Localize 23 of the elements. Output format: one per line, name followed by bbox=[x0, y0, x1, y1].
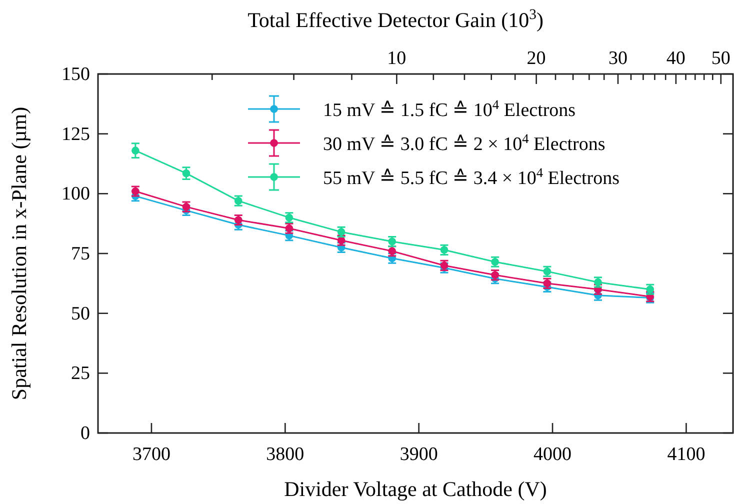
x-axis-title: Divider Voltage at Cathode (V) bbox=[284, 477, 547, 501]
x-tick-label: 3900 bbox=[400, 444, 438, 465]
x2-tick-label: 30 bbox=[608, 48, 628, 69]
y-tick-label: 25 bbox=[71, 363, 90, 384]
x-tick-label: 4000 bbox=[534, 444, 572, 465]
x2-tick-label: 50 bbox=[711, 48, 730, 69]
x2-axis-title: Total Effective Detector Gain (10$^{3}$) bbox=[248, 7, 544, 32]
x-tick-label: 3700 bbox=[132, 444, 170, 465]
y-tick-label: 75 bbox=[71, 244, 90, 264]
y-tick-label: 0 bbox=[80, 423, 90, 444]
y-axis-title: Spatial Resolution in x-Plane (µm) bbox=[7, 106, 31, 400]
legend-label: 15 mV ≙ 1.5 fC ≙ 10$^{4}$ Electrons bbox=[323, 96, 576, 121]
y-tick-label: 150 bbox=[62, 64, 90, 85]
legend-label: 30 mV ≙ 3.0 fC ≙ 2 × 10$^{4}$ Electrons bbox=[323, 130, 606, 155]
x2-tick-label: 20 bbox=[526, 48, 546, 69]
legend-label: 55 mV ≙ 5.5 fC ≙ 3.4 × 10$^{4}$ Electrons bbox=[323, 164, 620, 189]
x2-tick-label: 40 bbox=[666, 48, 686, 69]
x2-tick-label: 10 bbox=[387, 48, 406, 69]
y-tick-label: 100 bbox=[62, 184, 90, 205]
y-tick-label: 125 bbox=[62, 124, 90, 145]
y-tick-label: 50 bbox=[71, 303, 90, 324]
x-tick-label: 4100 bbox=[667, 444, 706, 465]
x-tick-label: 3800 bbox=[266, 444, 304, 465]
